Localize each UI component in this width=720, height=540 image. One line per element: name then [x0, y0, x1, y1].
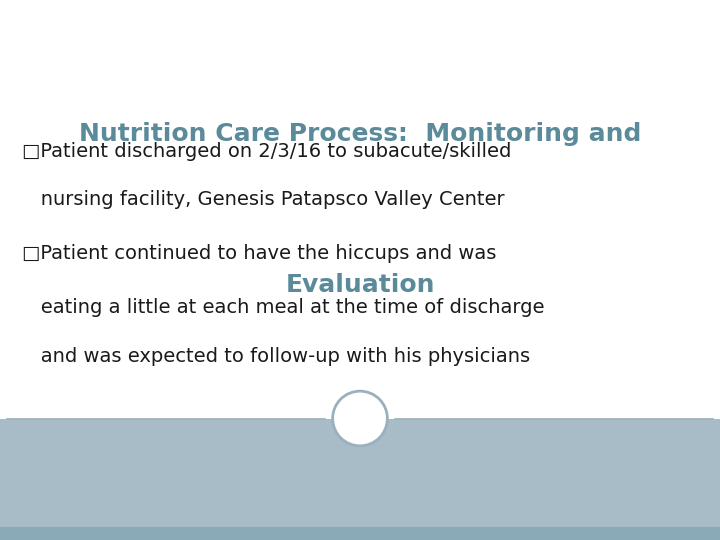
Text: and was expected to follow-up with his physicians: and was expected to follow-up with his p…	[22, 347, 530, 366]
Text: Evaluation: Evaluation	[285, 273, 435, 296]
Text: □Patient continued to have the hiccups and was: □Patient continued to have the hiccups a…	[22, 244, 496, 264]
Text: Nutrition Care Process:  Monitoring and: Nutrition Care Process: Monitoring and	[78, 122, 642, 146]
FancyBboxPatch shape	[0, 0, 720, 418]
Text: nursing facility, Genesis Patapsco Valley Center: nursing facility, Genesis Patapsco Valle…	[22, 190, 504, 210]
Text: □Patient discharged on 2/3/16 to subacute/skilled: □Patient discharged on 2/3/16 to subacut…	[22, 141, 511, 161]
FancyBboxPatch shape	[0, 418, 720, 526]
FancyBboxPatch shape	[0, 526, 720, 540]
Text: eating a little at each meal at the time of discharge: eating a little at each meal at the time…	[22, 298, 544, 318]
Ellipse shape	[333, 391, 387, 446]
